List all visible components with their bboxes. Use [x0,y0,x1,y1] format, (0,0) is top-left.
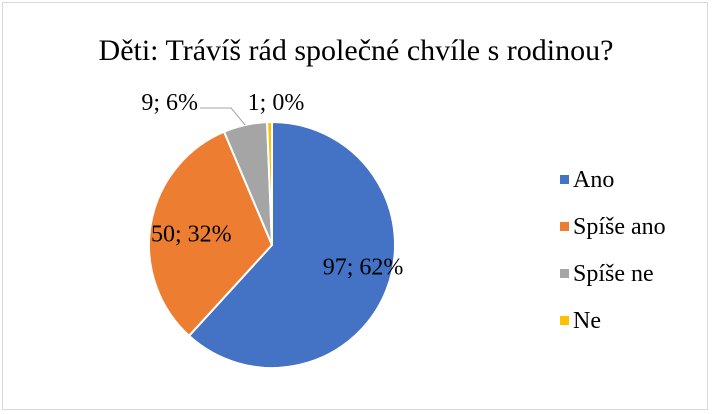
legend-swatch-ano [560,175,569,184]
pie-slice-ano [187,120,397,369]
pie-slice-ne [266,120,273,246]
legend-label-ano: Ano [573,167,615,193]
legend-label-spise-ano: Spíše ano [573,214,666,240]
legend-item-ne: Ne [560,303,700,339]
data-label-ne: 1; 0% [248,90,305,116]
legend-swatch-ne [560,316,569,325]
legend-item-ano: Ano [560,162,700,198]
legend-label-spise-ne: Spíše ne [573,261,654,287]
legend-swatch-spise-ano [560,222,569,231]
legend-item-spise-ne: Spíše ne [560,256,700,292]
data-label-spise-ne: 9; 6% [141,90,198,116]
data-label-ano: 97; 62% [323,255,404,281]
legend-swatch-spise-ne [560,269,569,278]
leader-line-spise-ne [200,107,246,126]
data-label-spise-ano: 50; 32% [151,222,232,248]
legend-item-spise-ano: Spíše ano [560,209,700,245]
chart-legend: Ano Spíše ano Spíše ne Ne [560,162,700,350]
pie-data-labels: 97; 62% 50; 32% 9; 6% 1; 0% [141,90,403,281]
pie-leader-lines [200,107,246,126]
pie-slices [148,120,397,369]
legend-label-ne: Ne [573,308,601,334]
chart-title: Děti: Trávíš rád společné chvíle s rodin… [98,34,614,67]
pie-slice-spise-ano [148,130,274,338]
